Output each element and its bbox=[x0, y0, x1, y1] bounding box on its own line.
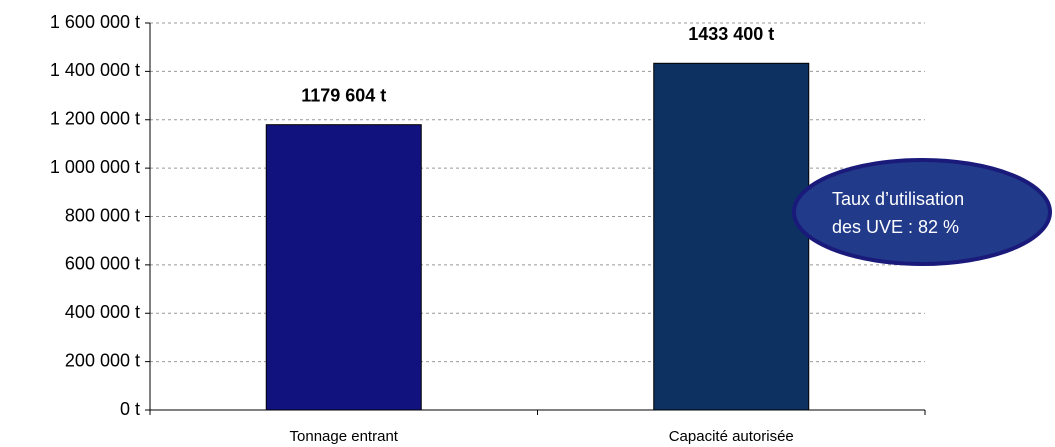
y-tick-label: 1 200 000 t bbox=[50, 109, 140, 129]
y-tick-label: 400 000 t bbox=[65, 302, 140, 322]
annotation: Taux d’utilisation bbox=[832, 189, 964, 209]
bar bbox=[265, 124, 422, 411]
y-tick-label: 0 t bbox=[120, 399, 140, 419]
bar bbox=[653, 62, 810, 411]
y-tick-label: 600 000 t bbox=[65, 254, 140, 274]
value-label: 1433 400 t bbox=[688, 24, 774, 44]
annotation-bubble bbox=[792, 158, 1052, 266]
y-tick-label: 1 400 000 t bbox=[50, 60, 140, 80]
y-tick-label: 200 000 t bbox=[65, 350, 140, 370]
annotation: des UVE : 82 % bbox=[832, 217, 959, 237]
plot-area: 0 t 200 000 t 400 000 t 600 000 t 800 000 t 1… bbox=[50, 12, 926, 445]
y-tick-label: 1 000 000 t bbox=[50, 157, 140, 177]
y-tick-label: 1 600 000 t bbox=[50, 12, 140, 32]
y-tick-label: 800 000 t bbox=[65, 205, 140, 225]
value-label: 1179 604 t bbox=[301, 85, 386, 105]
x-tick-label: Capacité autorisée bbox=[669, 428, 794, 445]
x-tick-label: Tonnage entrant bbox=[290, 428, 399, 445]
